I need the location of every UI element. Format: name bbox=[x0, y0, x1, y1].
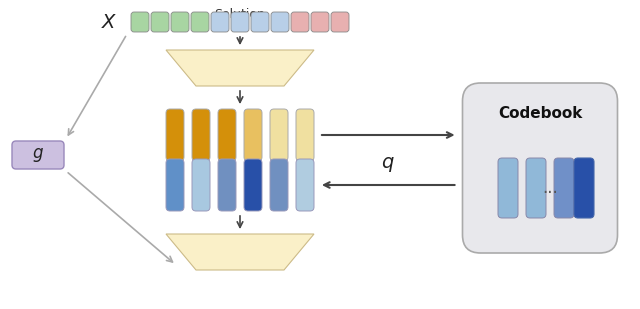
FancyBboxPatch shape bbox=[244, 159, 262, 211]
Text: ...: ... bbox=[542, 179, 558, 197]
Text: $g$: $g$ bbox=[32, 146, 44, 164]
FancyBboxPatch shape bbox=[192, 159, 210, 211]
FancyBboxPatch shape bbox=[166, 109, 184, 161]
FancyBboxPatch shape bbox=[291, 12, 309, 32]
FancyBboxPatch shape bbox=[171, 12, 189, 32]
FancyBboxPatch shape bbox=[463, 83, 618, 253]
FancyBboxPatch shape bbox=[251, 12, 269, 32]
FancyBboxPatch shape bbox=[192, 109, 210, 161]
FancyBboxPatch shape bbox=[218, 159, 236, 211]
FancyBboxPatch shape bbox=[131, 12, 149, 32]
Text: Solution: Solution bbox=[214, 8, 266, 21]
Text: $X$: $X$ bbox=[100, 12, 117, 32]
FancyBboxPatch shape bbox=[554, 158, 574, 218]
FancyBboxPatch shape bbox=[271, 12, 289, 32]
FancyBboxPatch shape bbox=[574, 158, 594, 218]
FancyBboxPatch shape bbox=[270, 109, 288, 161]
FancyBboxPatch shape bbox=[311, 12, 329, 32]
FancyBboxPatch shape bbox=[296, 159, 314, 211]
FancyBboxPatch shape bbox=[498, 158, 518, 218]
FancyBboxPatch shape bbox=[244, 109, 262, 161]
FancyBboxPatch shape bbox=[12, 141, 64, 169]
FancyBboxPatch shape bbox=[218, 109, 236, 161]
FancyBboxPatch shape bbox=[151, 12, 169, 32]
Text: Codebook: Codebook bbox=[498, 105, 582, 121]
FancyBboxPatch shape bbox=[270, 159, 288, 211]
FancyBboxPatch shape bbox=[526, 158, 546, 218]
FancyBboxPatch shape bbox=[231, 12, 249, 32]
FancyBboxPatch shape bbox=[296, 109, 314, 161]
FancyBboxPatch shape bbox=[211, 12, 229, 32]
Text: $q$: $q$ bbox=[381, 155, 395, 175]
FancyBboxPatch shape bbox=[166, 159, 184, 211]
Polygon shape bbox=[166, 50, 314, 86]
Polygon shape bbox=[166, 234, 314, 270]
FancyBboxPatch shape bbox=[331, 12, 349, 32]
FancyBboxPatch shape bbox=[191, 12, 209, 32]
